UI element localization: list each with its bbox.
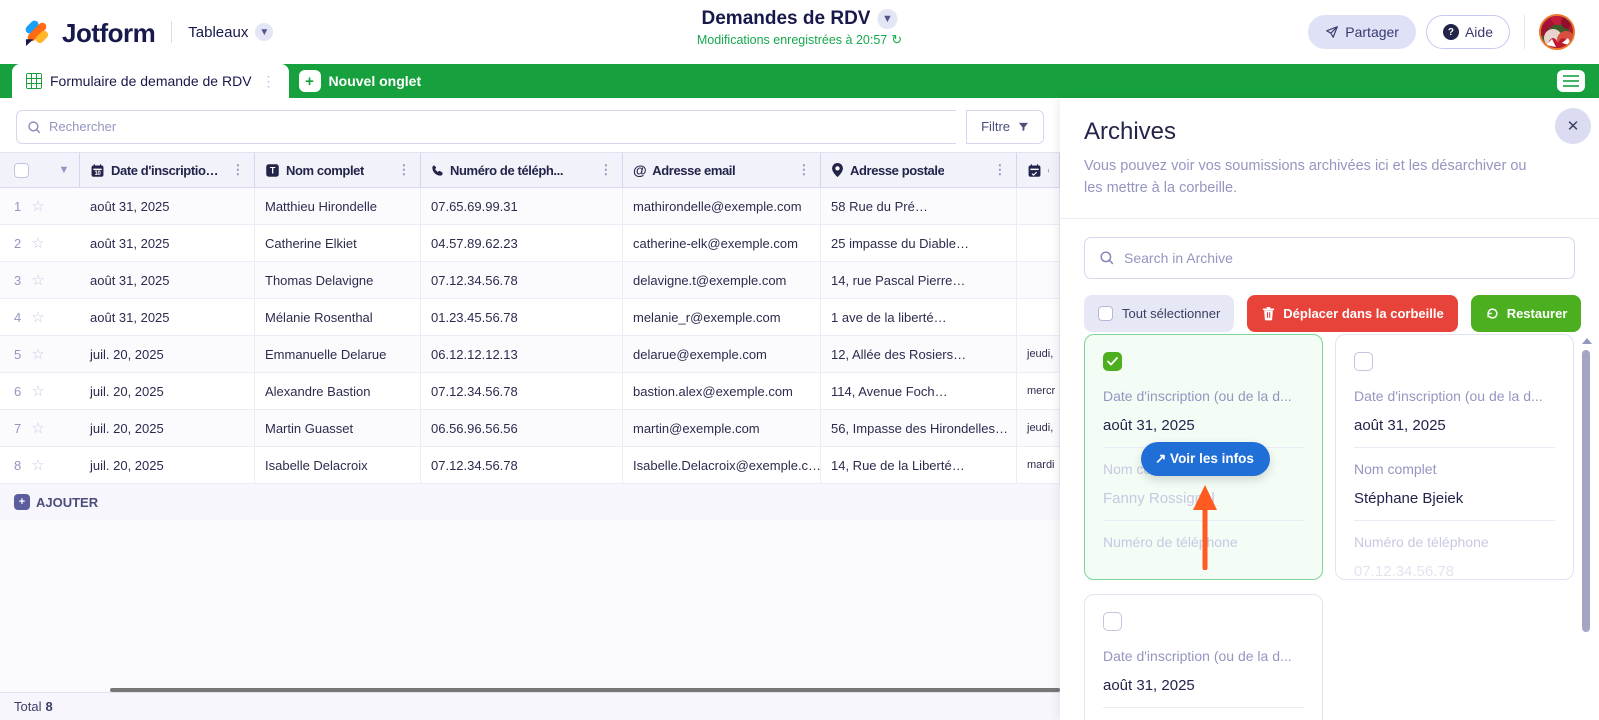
svg-text:10: 10 (94, 171, 101, 177)
svg-text:T: T (270, 165, 276, 175)
